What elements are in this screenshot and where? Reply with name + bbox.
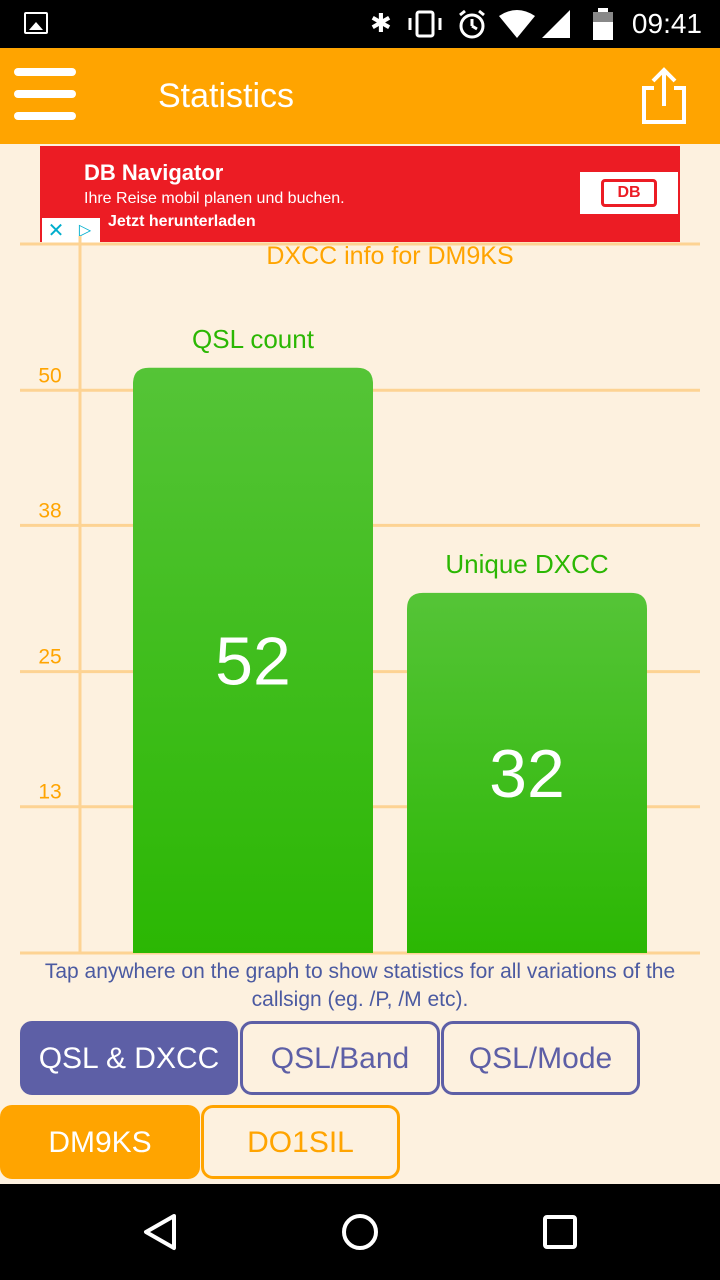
page-title: Statistics <box>158 77 295 115</box>
home-icon[interactable] <box>340 1212 380 1252</box>
tab-callsign-do1sil[interactable]: DO1SIL <box>201 1105 400 1179</box>
db-logo: DB <box>601 179 657 207</box>
tab-qsl-mode[interactable]: QSL/Mode <box>441 1021 640 1095</box>
hamburger-menu-icon[interactable] <box>14 68 78 124</box>
gallery-icon <box>24 12 48 34</box>
bar-unique-dxcc[interactable] <box>407 592 647 953</box>
db-logo-box: DB <box>580 172 678 214</box>
signal-icon <box>542 10 570 38</box>
y-tick-label: 13 <box>38 781 61 804</box>
y-tick-label: 50 <box>38 364 61 387</box>
y-tick-label: 25 <box>38 646 61 669</box>
y-tick-label: 63 <box>38 236 61 241</box>
bar-value-label: 52 <box>215 623 291 699</box>
vibrate-icon <box>408 10 442 38</box>
hint-text: Tap anywhere on the graph to show statis… <box>44 960 676 1011</box>
clock: 09:41 <box>631 8 702 39</box>
ad-choices-icon[interactable]: ▷ <box>70 218 100 244</box>
tab-qsl-band[interactable]: QSL/Band <box>240 1021 440 1095</box>
status-bar: ✱ 09:41 <box>0 0 720 48</box>
bar-category-label: QSL count <box>192 324 315 354</box>
y-tick-label: 38 <box>38 499 61 522</box>
ad-banner[interactable]: DB Navigator Ihre Reise mobil planen und… <box>40 146 680 244</box>
content-area: DB Navigator Ihre Reise mobil planen und… <box>0 144 720 1184</box>
wifi-icon <box>499 10 535 38</box>
app-bar: Statistics <box>0 48 720 144</box>
chart-title: DXCC info for DM9KS <box>266 242 513 270</box>
back-icon[interactable] <box>140 1212 180 1252</box>
share-icon[interactable] <box>636 66 692 126</box>
ad-cta[interactable]: Jetzt herunterladen <box>108 213 256 230</box>
bar-qsl-count[interactable] <box>133 367 373 953</box>
ad-close-icon[interactable]: ✕ <box>42 218 70 244</box>
dxcc-bar-chart[interactable]: 13 25 38 50 63 DXCC info for DM9KS QSL count 52… <box>0 236 720 966</box>
ad-title: DB Navigator <box>84 160 224 185</box>
tab-callsign-dm9ks[interactable]: DM9KS <box>0 1105 200 1179</box>
navigation-bar <box>0 1184 720 1280</box>
tab-qsl-dxcc[interactable]: QSL & DXCC <box>20 1021 238 1095</box>
alarm-icon <box>459 9 485 39</box>
ad-subtitle: Ihre Reise mobil planen und buchen. <box>84 190 345 207</box>
bluetooth-icon: ✱ <box>370 8 392 38</box>
battery-icon <box>593 8 613 40</box>
bar-category-label: Unique DXCC <box>445 549 608 579</box>
recents-icon[interactable] <box>542 1214 578 1250</box>
bar-value-label: 32 <box>489 736 565 812</box>
